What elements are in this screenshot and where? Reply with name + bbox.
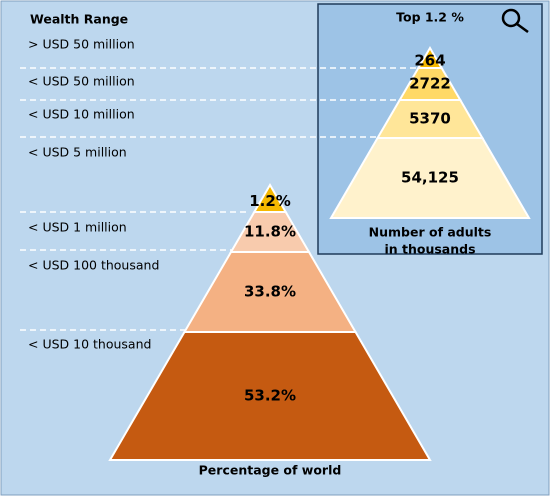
- segment-label: 54,125: [401, 169, 459, 187]
- range-label: < USD 100 thousand: [28, 258, 159, 273]
- magnifier-icon: [501, 8, 529, 34]
- range-label: > USD 50 million: [28, 37, 135, 52]
- segment-label: 2722: [409, 75, 451, 93]
- range-label: < USD 5 million: [28, 145, 127, 160]
- range-label: < USD 10 million: [28, 107, 135, 122]
- segment-label: 53.2%: [244, 387, 296, 405]
- range-label: < USD 50 million: [28, 74, 135, 89]
- segment-label: 33.8%: [244, 283, 296, 301]
- world-caption: Percentage of world: [199, 463, 342, 478]
- pyramid-segment: [329, 137, 531, 219]
- segment-label: 5370: [409, 110, 451, 128]
- segment-label: 264: [414, 52, 445, 70]
- segment-label: 1.2%: [249, 192, 291, 210]
- range-label: < USD 1 million: [28, 220, 127, 235]
- segment-label: 11.8%: [244, 223, 296, 241]
- pyramid-segment: [108, 331, 432, 461]
- inset-caption: Number of adults: [369, 225, 492, 240]
- inset-caption: in thousands: [384, 242, 475, 257]
- range-label: < USD 10 thousand: [28, 337, 151, 352]
- wealth-range-title: Wealth Range: [30, 12, 128, 27]
- inset-title: Top 1.2 %: [396, 10, 464, 25]
